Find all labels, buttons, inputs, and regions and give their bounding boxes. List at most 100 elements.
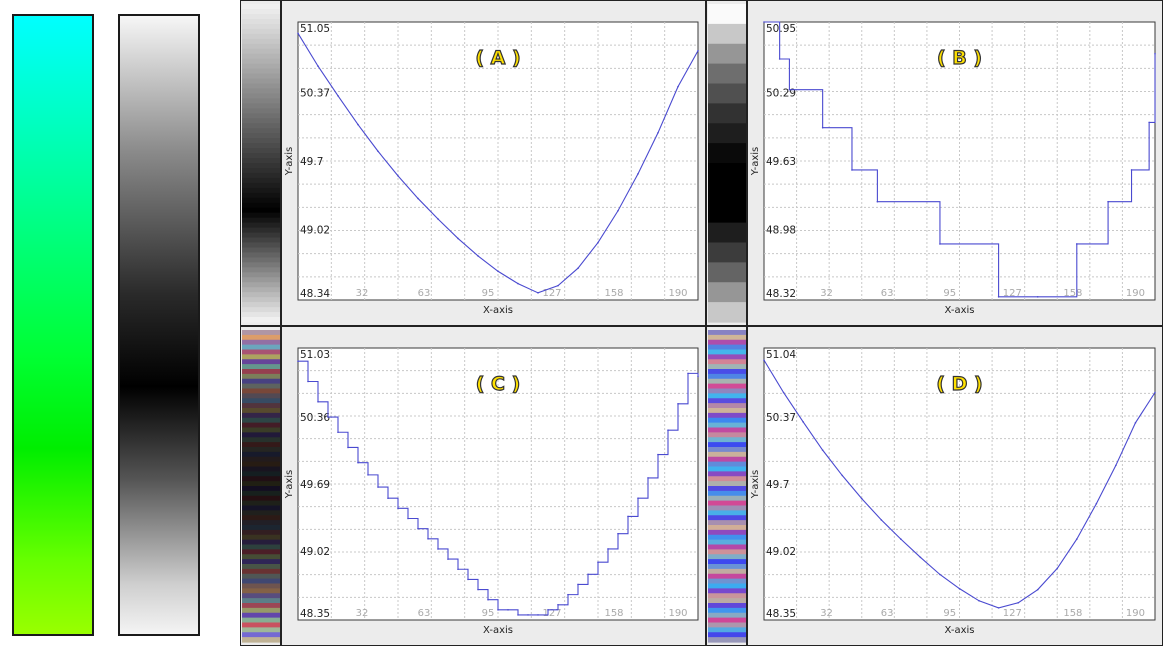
colorstrip-band bbox=[708, 627, 746, 633]
ytick-label-A: 48.34 bbox=[300, 288, 330, 300]
colorstrip-band bbox=[242, 505, 280, 511]
panel-label-C: ( C ) bbox=[476, 373, 521, 395]
colorstrip-band bbox=[708, 447, 746, 453]
xtick-label-D: 32 bbox=[820, 608, 833, 619]
colorstrip-band bbox=[242, 612, 280, 619]
colorstrip-band bbox=[242, 148, 280, 154]
data-point-A bbox=[657, 131, 659, 134]
colorstrip-band bbox=[708, 83, 746, 104]
data-point-A bbox=[637, 173, 639, 175]
colorstrip-band bbox=[708, 432, 746, 438]
data-point-C bbox=[407, 517, 409, 520]
colorstrip-band bbox=[708, 490, 746, 497]
ytick-label-C: 49.69 bbox=[300, 479, 330, 491]
colorstrip-band bbox=[708, 637, 746, 643]
colorstrip-band bbox=[708, 549, 746, 555]
data-point-C bbox=[667, 429, 669, 432]
colorstrip-band bbox=[242, 38, 280, 45]
ytick-label-B: 50.29 bbox=[766, 88, 796, 100]
data-point-B bbox=[788, 88, 791, 91]
colorstrip-band bbox=[242, 427, 280, 433]
xtick-label-A: 158 bbox=[604, 288, 623, 299]
data-point-D bbox=[900, 538, 902, 540]
xaxis-label-B: X-axis bbox=[945, 305, 975, 316]
data-point-A bbox=[577, 267, 579, 269]
colorstrip-band bbox=[708, 378, 746, 385]
data-point-A bbox=[537, 292, 539, 294]
colorstrip-band bbox=[242, 182, 280, 189]
data-point-C bbox=[617, 532, 619, 535]
colorstrip-band bbox=[708, 578, 746, 585]
colorstrip-band bbox=[242, 393, 280, 399]
colorstrip-band bbox=[242, 495, 280, 502]
colorstrip-band bbox=[242, 133, 280, 139]
colorstrip-band bbox=[708, 442, 746, 448]
series-line-C bbox=[298, 360, 699, 616]
colorstrip-band bbox=[708, 123, 746, 144]
data-point-A bbox=[357, 123, 359, 126]
colorstrip-band bbox=[708, 422, 746, 429]
data-point-C bbox=[697, 375, 699, 378]
data-point-C bbox=[467, 578, 469, 581]
colorstrip-band bbox=[708, 559, 746, 565]
data-point-B bbox=[1130, 169, 1133, 171]
data-point-D bbox=[802, 421, 804, 423]
data-point-A bbox=[457, 237, 459, 240]
colorstrip-band bbox=[708, 539, 746, 546]
colorstrip-band bbox=[242, 334, 280, 341]
colorstrip-band bbox=[242, 476, 280, 482]
colorstrip-band bbox=[708, 515, 746, 521]
panel-B: 50.95 50.29 49.63 48.98 48.32 32 63 95 127 158 190… bbox=[705, 0, 1163, 327]
ytick-label-B: 48.32 bbox=[766, 288, 796, 300]
colorstrip-band bbox=[708, 359, 746, 365]
colorstrip-band bbox=[242, 197, 280, 204]
colorstrip-band bbox=[242, 578, 280, 585]
colorstrip-band bbox=[708, 573, 746, 580]
colorstrip-band bbox=[708, 383, 746, 390]
colorstrip-band bbox=[242, 637, 280, 643]
plots-grid: 51.05 50.37 49.7 49.02 48.34 32 63 95 127 158 190 X… bbox=[240, 0, 1163, 646]
data-point-C bbox=[427, 538, 429, 540]
ytick-label-A: 51.05 bbox=[300, 23, 330, 35]
data-point-C bbox=[397, 507, 399, 510]
data-point-C bbox=[417, 527, 419, 530]
colorstrip-band bbox=[708, 408, 746, 414]
colorstrip-band bbox=[242, 461, 280, 468]
yaxis-label-B: Y-axis bbox=[750, 147, 761, 177]
grid-D bbox=[764, 348, 1155, 620]
colorstrip-band bbox=[242, 108, 280, 114]
data-point-B bbox=[763, 21, 765, 23]
data-point-A bbox=[317, 65, 319, 67]
colorstrip-band bbox=[242, 383, 280, 390]
data-point-D bbox=[763, 359, 765, 361]
colorstrip-band bbox=[708, 481, 746, 487]
colorstrip-band bbox=[708, 461, 746, 468]
colorstrip-band bbox=[708, 593, 746, 599]
data-point-A bbox=[697, 49, 699, 52]
colorstrip-band bbox=[242, 344, 280, 351]
data-point-C bbox=[657, 453, 659, 456]
ytick-label-A: 50.37 bbox=[300, 88, 330, 100]
colorstrip-band bbox=[242, 573, 280, 580]
colorstrip-band bbox=[708, 242, 746, 263]
yaxis-label-D: Y-axis bbox=[750, 470, 761, 500]
colorstrip-band bbox=[242, 456, 280, 463]
xtick-label-B: 63 bbox=[881, 288, 894, 299]
colorstrip-band bbox=[242, 598, 280, 604]
colorstrip-band bbox=[242, 23, 280, 30]
colorstrip-band bbox=[242, 481, 280, 487]
ytick-label-B: 48.98 bbox=[766, 225, 796, 237]
data-point-C bbox=[567, 593, 569, 596]
colorstrip-band bbox=[242, 282, 280, 288]
panel-C-colorstrip bbox=[242, 330, 280, 643]
colorstrip-band bbox=[242, 217, 280, 224]
grid-B bbox=[764, 22, 1155, 300]
data-point-D bbox=[1154, 391, 1156, 394]
data-point-A bbox=[417, 197, 419, 200]
colorstrip-band bbox=[708, 282, 746, 303]
data-point-D bbox=[939, 573, 941, 576]
colorstrip-band bbox=[242, 83, 280, 90]
colorstrip-band bbox=[708, 632, 746, 638]
data-point-B bbox=[876, 200, 879, 203]
ytick-label-D: 48.35 bbox=[766, 608, 796, 620]
